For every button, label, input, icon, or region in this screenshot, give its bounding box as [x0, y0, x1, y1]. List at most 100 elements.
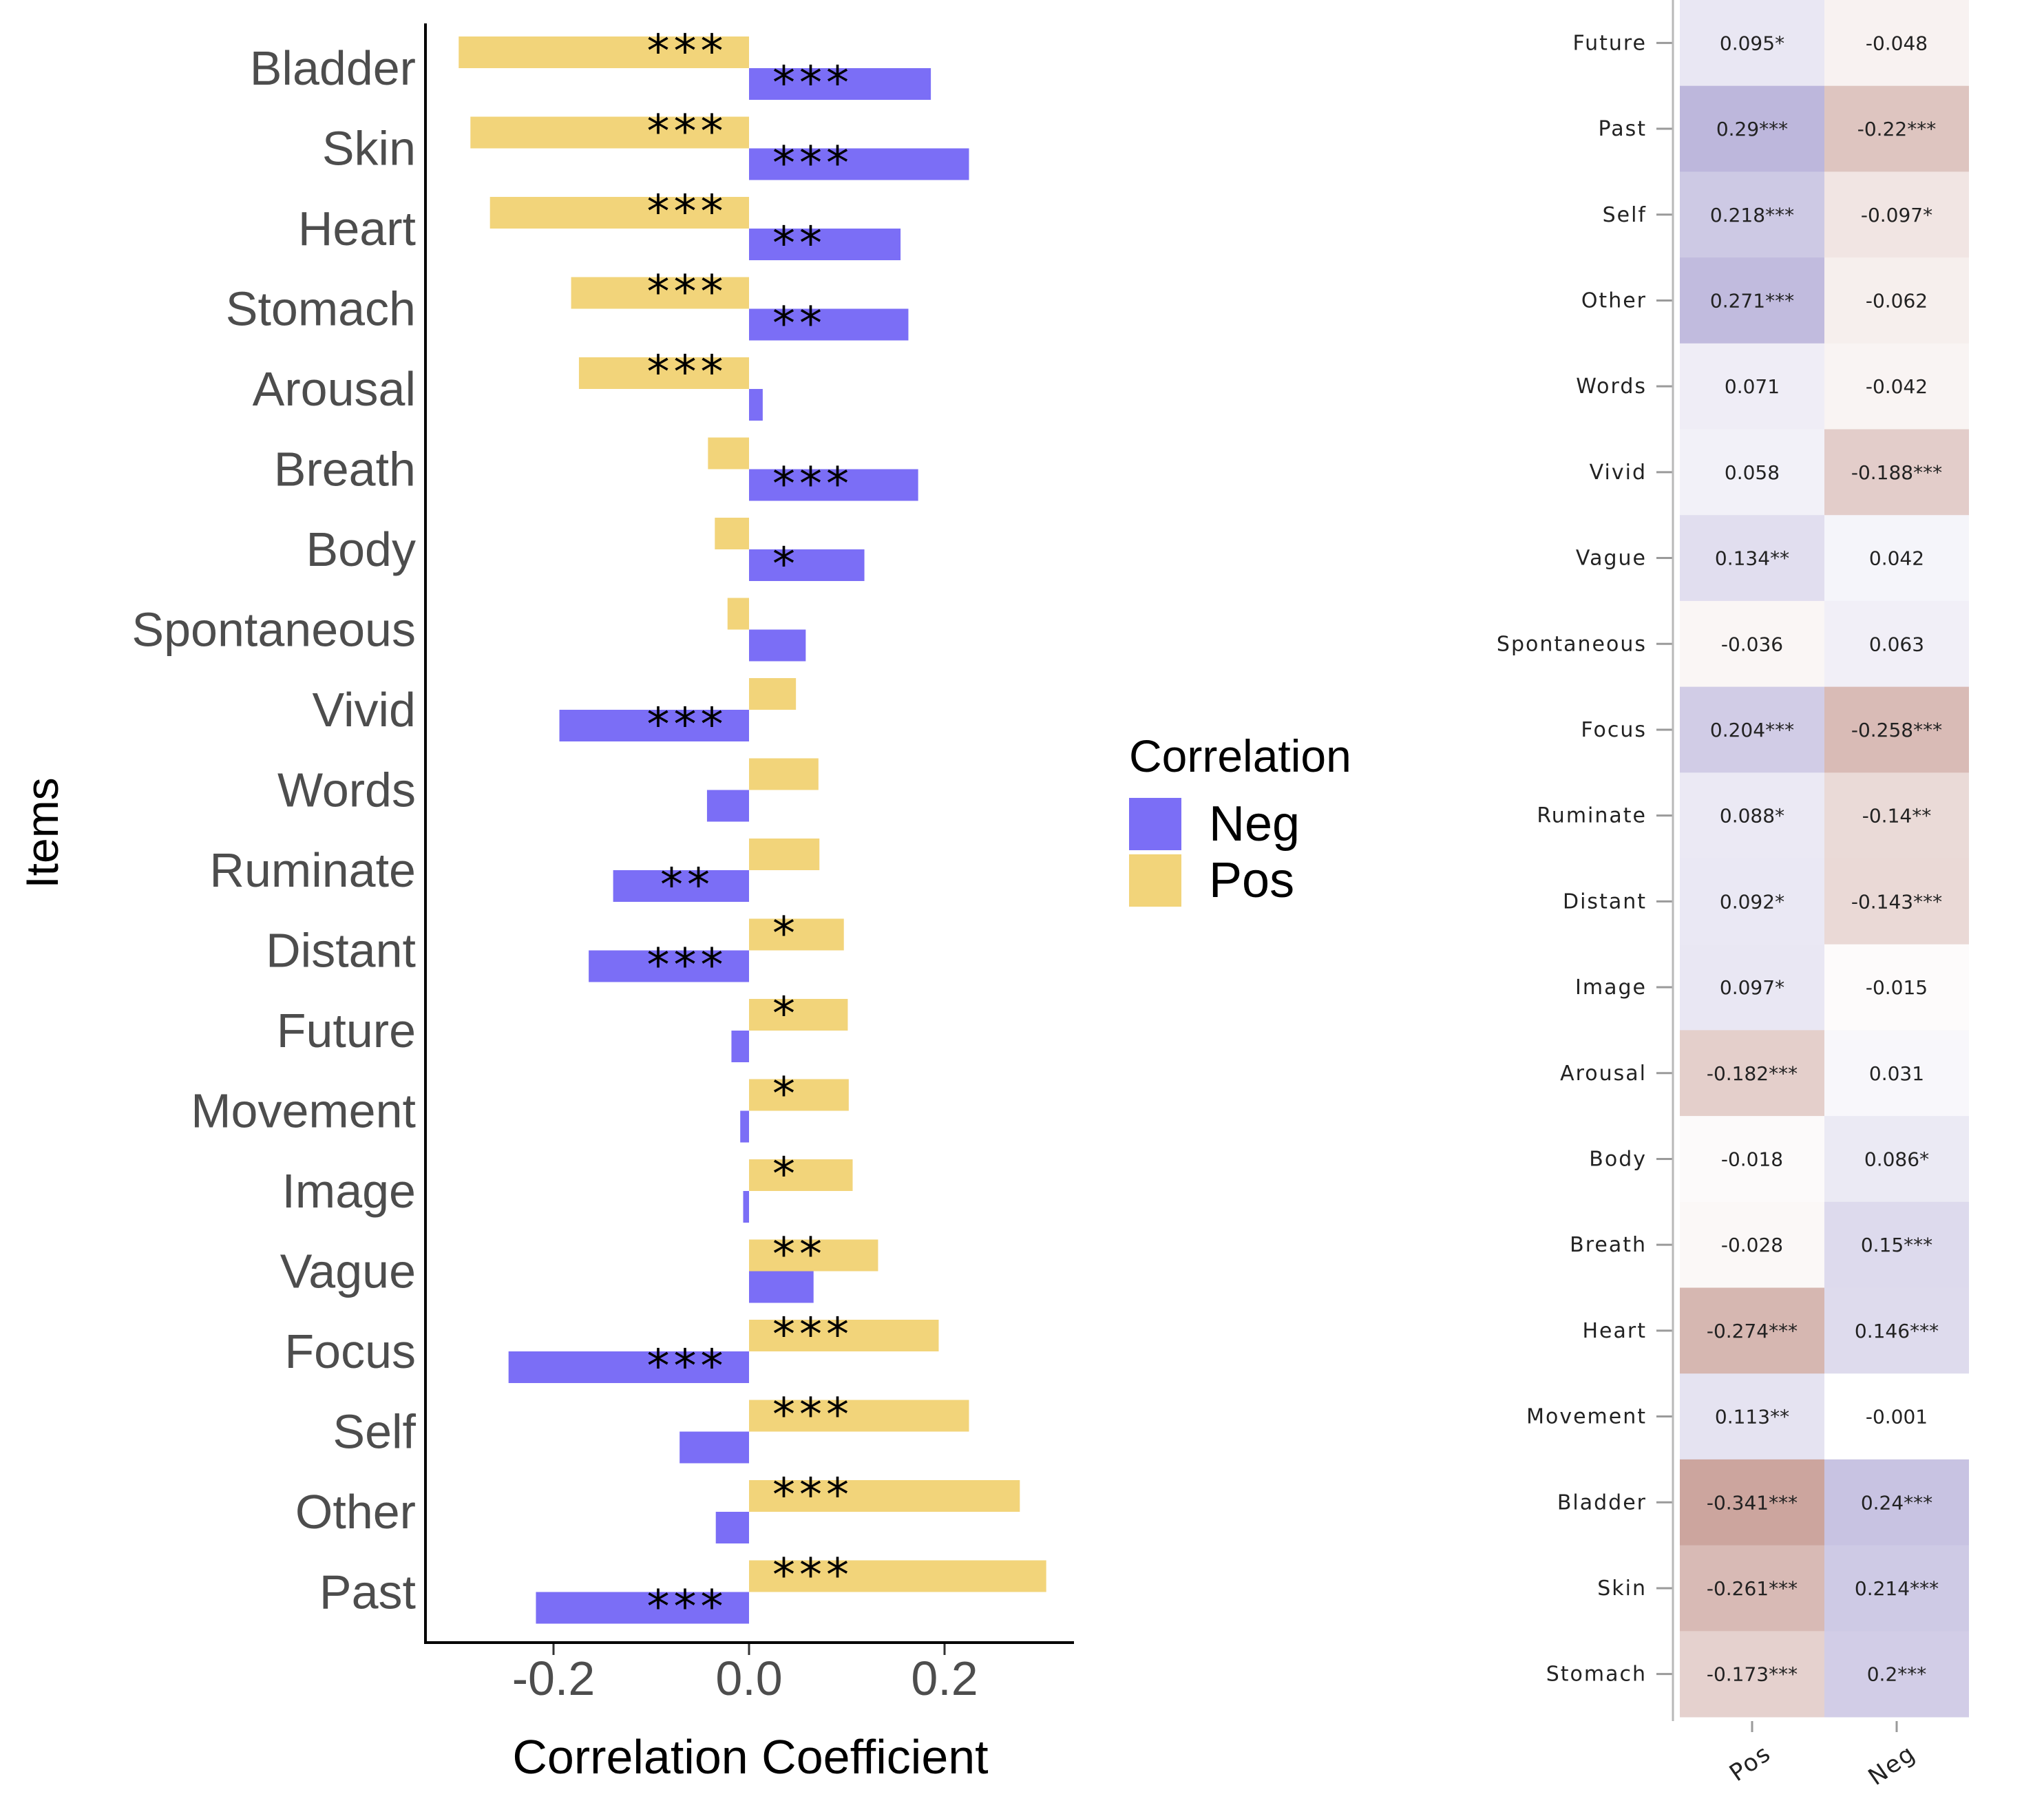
- bar-pos-words: [749, 758, 819, 790]
- heatmap-row-labels: Future Past Self Other Words Vivid Vague Sponta…: [1497, 31, 1673, 1687]
- bar-pos-arousal: [578, 357, 749, 389]
- heatmap-row-label-movement: Movement: [1526, 1405, 1647, 1429]
- heatmap-row-label-spontaneous: Spontaneous: [1497, 632, 1647, 656]
- heatmap-row-label-skin: Skin: [1597, 1577, 1647, 1601]
- significance-pos-bladder: ***: [647, 25, 728, 78]
- significance-neg-skin: ***: [772, 137, 853, 190]
- bar-pos-image: [749, 1159, 853, 1191]
- heatmap-value-vivid-neg: -0.188***: [1851, 461, 1942, 484]
- significance-neg-focus: ***: [647, 1340, 728, 1393]
- significance-neg-heart: **: [772, 217, 826, 270]
- heatmap-cell-movement-pos: [1680, 1373, 1824, 1460]
- significance-pos-distant: *: [772, 907, 799, 960]
- heatmap-row-label-other: Other: [1581, 288, 1647, 313]
- heatmap: 0.095* -0.048 0.29*** -0.22*** 0.218*** -0.09…: [1497, 0, 1969, 1791]
- heatmap-value-self-neg: -0.097*: [1861, 204, 1932, 226]
- significance-pos-skin: ***: [647, 105, 728, 158]
- bar-neg-breath: [749, 469, 918, 501]
- bar-pos-breath: [708, 437, 749, 470]
- heatmap-value-bladder-pos: -0.341***: [1707, 1491, 1798, 1514]
- bar-pos-heart: [489, 197, 749, 229]
- y-tick-label-stomach: Stomach: [226, 282, 416, 336]
- significance-pos-self: ***: [772, 1389, 853, 1442]
- x-tick-label: 0.0: [715, 1652, 782, 1705]
- bar-pos-bladder: [459, 36, 749, 68]
- heatmap-cell-words-neg: [1824, 343, 1969, 430]
- y-tick-label-self: Self: [333, 1405, 416, 1459]
- heatmap-cell-stomach-neg: [1824, 1631, 1969, 1718]
- bar-neg-ruminate: [613, 870, 749, 902]
- bar-neg-skin: [749, 148, 969, 180]
- bar-pos-vague: [749, 1239, 878, 1272]
- heatmap-value-self-pos: 0.218***: [1710, 204, 1794, 226]
- bar-neg-vague: [749, 1271, 814, 1303]
- bar-neg-heart: [749, 229, 901, 260]
- significance-pos-focus: ***: [772, 1308, 853, 1361]
- heatmap-cell-heart-neg: [1824, 1287, 1969, 1374]
- bar-pos-self: [749, 1400, 969, 1432]
- heatmap-value-heart-pos: -0.274***: [1707, 1320, 1798, 1342]
- heatmap-cell-focus-pos: [1680, 686, 1824, 773]
- heatmap-row-label-heart: Heart: [1583, 1319, 1647, 1343]
- bar-neg-focus: [508, 1351, 749, 1383]
- heatmap-row-label-past: Past: [1598, 117, 1647, 141]
- heatmap-value-image-neg: -0.015: [1866, 976, 1928, 999]
- bar-neg-self: [679, 1431, 749, 1464]
- bar-neg-movement: [740, 1110, 749, 1143]
- bar-neg-future: [731, 1031, 749, 1062]
- heatmap-value-movement-pos: 0.113**: [1715, 1406, 1789, 1428]
- heatmap-cell-words-pos: [1680, 343, 1824, 430]
- y-tick-label-breath: Breath: [274, 443, 416, 496]
- heatmap-cells: 0.095* -0.048 0.29*** -0.22*** 0.218*** -0.09…: [1680, 0, 1969, 1718]
- significance-neg-bladder: ***: [772, 56, 853, 109]
- heatmap-cell-bladder-neg: [1824, 1459, 1969, 1546]
- heatmap-value-focus-neg: -0.258***: [1851, 719, 1942, 741]
- heatmap-cell-spontaneous-pos: [1680, 600, 1824, 688]
- heatmap-value-body-pos: -0.018: [1721, 1148, 1783, 1170]
- heatmap-value-movement-neg: -0.001: [1866, 1406, 1928, 1428]
- bar-neg-arousal: [749, 389, 763, 421]
- heatmap-cell-vivid-neg: [1824, 429, 1969, 516]
- heatmap-cell-past-pos: [1680, 85, 1824, 172]
- significance-pos-heart: ***: [647, 185, 728, 238]
- x-axis-title: Correlation Coefficient: [512, 1730, 988, 1784]
- heatmap-cell-distant-neg: [1824, 858, 1969, 945]
- heatmap-value-distant-pos: 0.092*: [1720, 890, 1784, 913]
- bar-neg-bladder: [749, 68, 931, 100]
- heatmap-row-label-words: Words: [1576, 375, 1647, 399]
- significance-pos-stomach: ***: [647, 266, 728, 319]
- bar-neg-spontaneous: [749, 629, 806, 662]
- significance-pos-movement: *: [772, 1068, 799, 1121]
- heatmap-value-bladder-neg: 0.24***: [1861, 1491, 1932, 1514]
- bar-neg-other: [715, 1512, 749, 1543]
- y-tick-label-image: Image: [282, 1164, 416, 1218]
- y-tick-label-ruminate: Ruminate: [209, 843, 416, 897]
- bar-pos-ruminate: [749, 839, 820, 870]
- heatmap-cell-ruminate-neg: [1824, 772, 1969, 859]
- heatmap-value-body-neg: 0.086*: [1864, 1148, 1929, 1170]
- significance-pos-vague: **: [772, 1228, 826, 1281]
- bar-pos-future: [749, 999, 848, 1031]
- heatmap-value-heart-neg: 0.146***: [1855, 1320, 1939, 1342]
- heatmap-row-label-vivid: Vivid: [1590, 461, 1647, 485]
- heatmap-value-distant-neg: -0.143***: [1851, 890, 1942, 913]
- heatmap-column-label-pos: Pos: [1725, 1740, 1776, 1787]
- heatmap-value-vague-neg: 0.042: [1869, 547, 1924, 570]
- heatmap-cell-self-pos: [1680, 171, 1824, 258]
- y-tick-label-vivid: Vivid: [313, 683, 416, 737]
- y-tick-label-skin: Skin: [322, 122, 416, 176]
- bar-neg-stomach: [749, 308, 909, 341]
- heatmap-cell-future-neg: [1824, 0, 1969, 87]
- heatmap-value-stomach-neg: 0.2***: [1867, 1663, 1927, 1686]
- heatmap-value-future-neg: -0.048: [1866, 32, 1928, 54]
- heatmap-row-label-distant: Distant: [1563, 889, 1647, 914]
- y-tick-label-heart: Heart: [298, 202, 416, 255]
- bar-layer: [459, 36, 1046, 1624]
- y-tick-label-vague: Vague: [280, 1245, 416, 1298]
- bar-pos-focus: [749, 1320, 939, 1351]
- y-tick-label-future: Future: [277, 1004, 416, 1057]
- y-tick-label-body: Body: [306, 523, 416, 576]
- heatmap-value-past-neg: -0.22***: [1857, 118, 1936, 140]
- bar-neg-vivid: [559, 710, 749, 741]
- heatmap-value-breath-pos: -0.028: [1721, 1234, 1783, 1256]
